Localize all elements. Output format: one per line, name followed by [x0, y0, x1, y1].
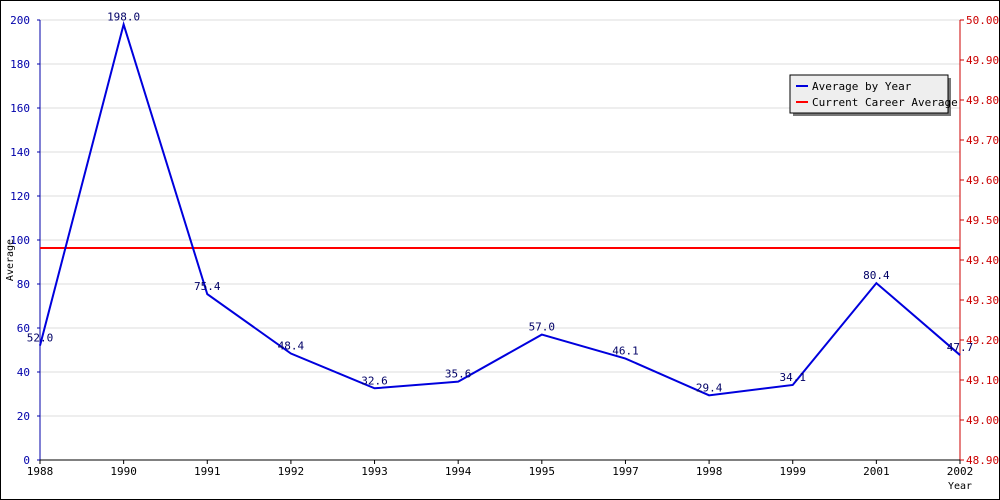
data-labels: 52.0 198.0 75.4 48.4 32.6 35.6 57.0 46.1 29.4 34.… [27, 10, 974, 394]
data-label: 75.4 [194, 280, 221, 293]
right-tick-label: 49.40 [966, 254, 999, 267]
data-label: 34.1 [779, 371, 806, 384]
right-tick-label: 50.00 [966, 14, 999, 27]
right-tick-label: 49.60 [966, 174, 999, 187]
legend-entry-average-by-year: Average by Year [812, 80, 912, 93]
left-tick-label: 180 [10, 58, 30, 71]
x-tick-label: 1995 [529, 465, 556, 478]
right-tick-label: 49.50 [966, 214, 999, 227]
x-tick-label: 1990 [110, 465, 137, 478]
data-label: 80.4 [863, 269, 890, 282]
average-by-year-line [39, 20, 961, 397]
x-tick-label: 1999 [779, 465, 806, 478]
right-tick-label: 49.80 [966, 94, 999, 107]
right-tick-label: 49.20 [966, 334, 999, 347]
left-tick-label: 200 [10, 14, 30, 27]
right-tick-label: 49.90 [966, 54, 999, 67]
x-tick-label: 1991 [194, 465, 221, 478]
data-label: 48.4 [278, 340, 305, 353]
x-tick-label: 1997 [612, 465, 639, 478]
right-tick-label: 49.10 [966, 374, 999, 387]
data-label: 35.6 [445, 368, 472, 381]
x-tick-label: 2001 [863, 465, 890, 478]
legend: Average by Year Current Career Average [789, 74, 958, 116]
right-axis-ticks: 48.90 49.00 49.10 49.20 49.30 49.40 49.50 49.60… [960, 14, 999, 467]
x-tick-label: 1988 [27, 465, 54, 478]
right-tick-label: 49.70 [966, 134, 999, 147]
left-tick-label: 20 [17, 410, 30, 423]
data-label: 52.0 [27, 332, 54, 345]
average-by-year-series [39, 20, 961, 397]
right-tick-label: 48.90 [966, 454, 999, 467]
left-tick-label: 160 [10, 102, 30, 115]
x-tick-label: 1998 [696, 465, 723, 478]
left-tick-label: 120 [10, 190, 30, 203]
x-tick-label: 1992 [278, 465, 305, 478]
left-axis-ticks: 0 20 40 60 80 100 120 140 160 180 200 [10, 14, 40, 467]
left-tick-label: 140 [10, 146, 30, 159]
left-tick-label: 100 [10, 234, 30, 247]
x-axis-ticks: 1988 1990 1991 1992 1993 1994 1995 1997 1998 1999… [27, 460, 974, 478]
x-tick-label: 1994 [445, 465, 472, 478]
data-label: 47.7 [947, 341, 974, 354]
left-tick-label: 80 [17, 278, 30, 291]
data-label: 198.0 [107, 10, 140, 23]
legend-box [789, 74, 949, 114]
data-label: 46.1 [612, 345, 639, 358]
x-axis-title: Year [948, 481, 972, 492]
x-tick-label: 1993 [361, 465, 388, 478]
left-tick-label: 60 [17, 322, 30, 335]
right-tick-label: 49.00 [966, 414, 999, 427]
legend-entry-career-average: Current Career Average [812, 96, 958, 109]
data-label: 32.6 [361, 374, 388, 387]
data-label: 57.0 [529, 321, 556, 334]
right-tick-label: 49.30 [966, 294, 999, 307]
data-label: 29.4 [696, 381, 723, 394]
y-axis-title: Average [5, 239, 16, 281]
left-tick-label: 0 [23, 454, 30, 467]
left-tick-label: 40 [17, 366, 30, 379]
x-tick-label: 2002 [947, 465, 974, 478]
